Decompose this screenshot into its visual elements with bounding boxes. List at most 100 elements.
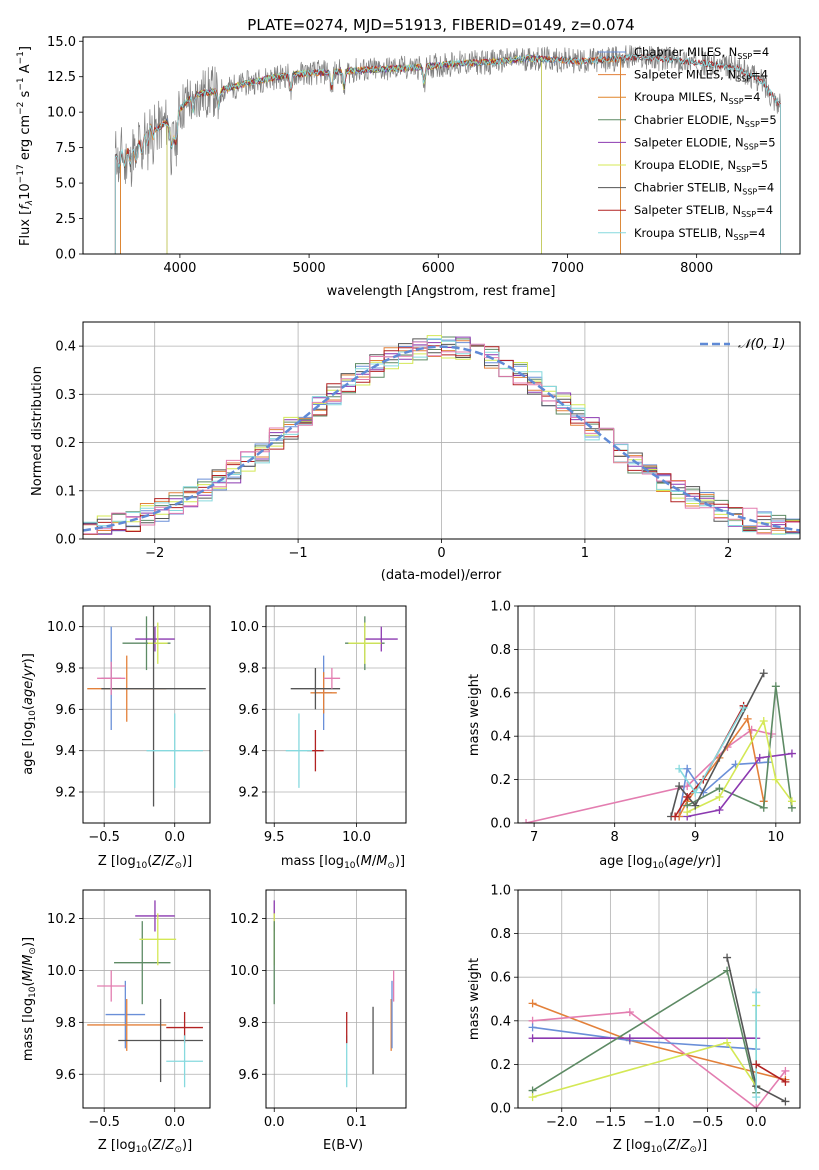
- y-tick-label: 10.0: [230, 964, 259, 979]
- age-vs-z-panel: Z [log10(Z/Z⊙)] age [log10(age/yr)] −0.5…: [21, 605, 211, 871]
- spectrum-xlabel: wavelength [Angstrom, rest frame]: [327, 284, 556, 299]
- y-tick-label: 9.4: [55, 744, 76, 759]
- errorbar-point: [97, 970, 126, 1002]
- x-tick-label: 8: [611, 830, 619, 845]
- axes-frame: [265, 605, 407, 824]
- y-tick-label: 0.2: [490, 773, 511, 788]
- plus-marker: [683, 764, 692, 773]
- plus-marker: [759, 669, 768, 678]
- y-tick-label: 2.5: [55, 212, 76, 227]
- x-tick-label: −0.5: [88, 1115, 120, 1130]
- errorbar-point: [166, 1035, 203, 1088]
- plus-marker: [671, 812, 680, 821]
- residuals-xlabel: (data-model)/error: [381, 568, 502, 583]
- age-vs-mass-plot-area: [285, 616, 398, 788]
- massweight-vs-age-plot-area: [522, 669, 796, 823]
- axes-frame: [82, 321, 801, 540]
- y-tick-label: 9.8: [238, 662, 259, 677]
- y-tick-label: 0.8: [490, 927, 511, 942]
- y-tick-label: 0.0: [55, 248, 76, 263]
- y-tick-label: 0.0: [490, 1102, 511, 1117]
- weight-series-salpeter-elodie: [683, 749, 796, 821]
- x-tick-label: 0.1: [346, 1115, 367, 1130]
- legend-label: Chabrier MILES, NSSP=4: [634, 45, 769, 61]
- x-tick-label: 5000: [293, 261, 326, 276]
- spectrum-ylabel: Flux [fλ10−17 erg cm−2 s−1 A−1]: [16, 46, 35, 246]
- x-tick-label: −1.5: [595, 1115, 627, 1130]
- massweight-vs-age-xlabel: age [log10(age/yr)]: [599, 854, 721, 871]
- errorbar-point: [135, 626, 175, 652]
- weight-series-pink: [522, 725, 776, 823]
- x-tick-label: 10: [768, 830, 785, 845]
- x-tick-label: 10.0: [342, 830, 371, 845]
- mass-vs-ebv-xlabel: E(B-V): [323, 1138, 363, 1153]
- y-tick-label: 9.6: [55, 1068, 76, 1083]
- mass-vs-ebv-panel: E(B-V) 0.0 0.1 9.6 9.8 10.0 10.2: [230, 889, 407, 1153]
- x-tick-label: 1: [581, 546, 589, 561]
- spectrum-panel: wavelength [Angstrom, rest frame] Flux […: [16, 35, 801, 299]
- spectrum-model-salpeter-stelib: [114, 53, 781, 254]
- plus-marker: [528, 999, 537, 1008]
- y-tick-label: 10.0: [47, 620, 76, 635]
- spectrum-plot-area: [114, 45, 781, 254]
- plus-marker: [743, 714, 752, 723]
- y-tick-label: 0.4: [490, 730, 511, 745]
- plus-marker: [759, 717, 768, 726]
- plus-marker: [752, 1104, 761, 1108]
- plus-marker: [752, 988, 761, 997]
- y-tick-label: 10.2: [230, 912, 259, 927]
- legend-label: Kroupa MILES, NSSP=4: [634, 90, 760, 106]
- plus-marker: [528, 1023, 537, 1032]
- massweight-vs-Z-plot-area: [528, 953, 790, 1108]
- y-tick-label: 10.2: [47, 912, 76, 927]
- gaussian-curve: [83, 345, 800, 532]
- plus-marker: [625, 1034, 634, 1043]
- y-tick-label: 1.0: [490, 884, 511, 899]
- legend-label: 𝒩(0, 1): [738, 337, 785, 352]
- legend-label: Kroupa STELIB, NSSP=4: [634, 226, 765, 242]
- y-tick-label: 12.5: [47, 70, 76, 85]
- plus-marker: [723, 1038, 732, 1047]
- weight-series-kroupa-stelib: [675, 703, 748, 797]
- massweight-vs-age-panel: age [log10(age/yr)] mass weight 7 8 9 10 0.0…: [467, 600, 801, 871]
- y-tick-label: 10.0: [47, 964, 76, 979]
- axes-frame: [265, 889, 407, 1109]
- x-tick-label: −0.5: [692, 1115, 724, 1130]
- mass-vs-z-xlabel: Z [log10(Z/Z⊙)]: [98, 1138, 192, 1155]
- plus-marker: [683, 792, 692, 801]
- y-tick-label: 15.0: [47, 35, 76, 50]
- x-tick-label: 8000: [680, 261, 713, 276]
- y-tick-label: 0.0: [490, 817, 511, 832]
- mass-vs-Z-plot-area: [87, 900, 203, 1088]
- errorbar-point: [290, 668, 341, 710]
- plus-marker: [528, 1034, 537, 1043]
- residual-histogram-pink: [83, 341, 800, 539]
- errorbar-point: [146, 713, 203, 788]
- mass-vs-z-panel: Z [log10(Z/Z⊙)] mass [log10(M/M⊙)] −0.5 0…: [21, 889, 211, 1155]
- x-tick-label: 0.0: [164, 830, 185, 845]
- errorbar-point: [323, 668, 341, 689]
- legend-label: Kroupa ELODIE, NSSP=5: [634, 158, 768, 174]
- age-vs-z-xlabel: Z [log10(Z/Z⊙)]: [98, 854, 192, 871]
- errorbar-point: [139, 913, 177, 966]
- x-tick-label: 6000: [422, 261, 455, 276]
- plus-marker: [755, 753, 764, 762]
- plus-marker: [715, 792, 724, 801]
- legend-label: Salpeter MILES, NSSP=4: [634, 68, 768, 84]
- axes-frame: [517, 605, 801, 824]
- legend-label: Salpeter ELODIE, NSSP=5: [634, 135, 776, 151]
- age-vs-Z-plot-area: [87, 606, 206, 807]
- y-tick-label: 9.2: [55, 786, 76, 801]
- axes-frame: [517, 889, 801, 1109]
- plus-marker: [522, 819, 531, 823]
- plus-marker: [683, 808, 692, 817]
- mass-vs-ebv-plot-area: [273, 900, 395, 1088]
- x-tick-label: −1.0: [643, 1115, 675, 1130]
- errorbar-point: [87, 999, 167, 1051]
- plus-marker: [787, 797, 796, 806]
- errorbar-point: [135, 900, 175, 932]
- plus-marker: [739, 703, 748, 712]
- plus-marker: [781, 1077, 790, 1086]
- y-tick-label: 9.6: [238, 1068, 259, 1083]
